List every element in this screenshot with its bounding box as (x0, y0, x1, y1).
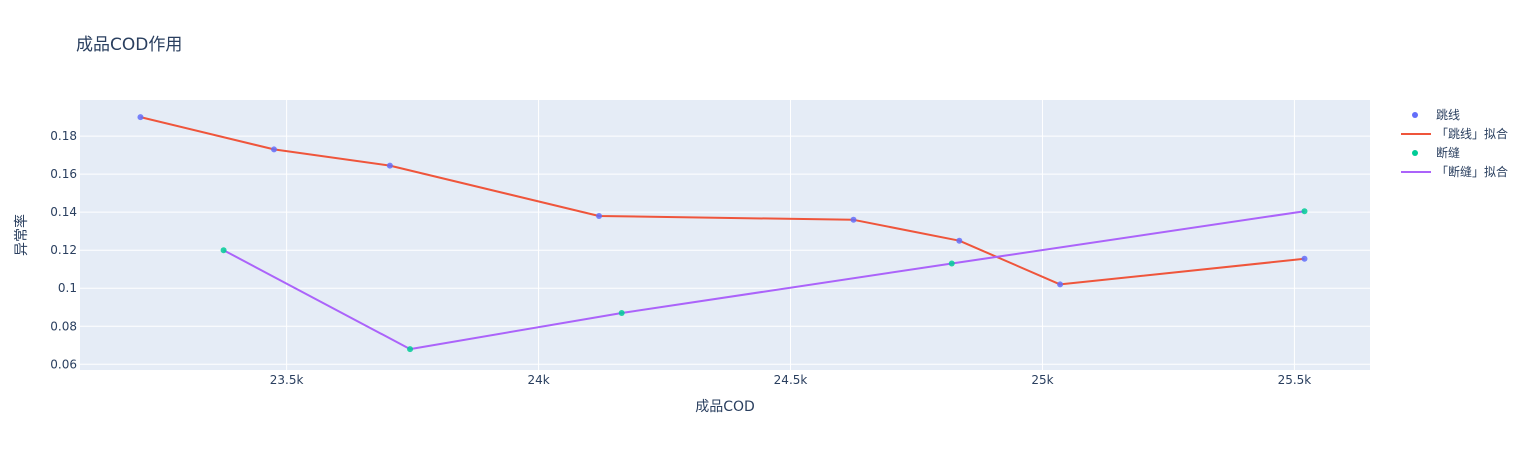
legend-marker-icon (1412, 150, 1418, 156)
data-point-2-1[interactable] (407, 346, 414, 353)
legend-label: 「断缝」拟合 (1436, 164, 1508, 179)
legend-label: 跳线 (1436, 108, 1460, 122)
y-tick-label: 0.12 (50, 243, 77, 257)
y-axis-title: 异常率 (13, 214, 30, 256)
data-point-2-3[interactable] (948, 260, 955, 267)
y-tick-label: 0.1 (58, 281, 77, 295)
legend-label: 「跳线」拟合 (1436, 126, 1508, 141)
y-tick-label: 0.06 (50, 357, 77, 371)
data-point-2-4[interactable] (1301, 208, 1308, 215)
data-point-0-3[interactable] (596, 212, 603, 219)
legend-item[interactable]: 「断缝」拟合 (1401, 164, 1508, 179)
legend-item[interactable]: 「跳线」拟合 (1401, 126, 1508, 141)
y-tick-label: 0.18 (50, 129, 77, 143)
x-tick-label: 24.5k (774, 373, 808, 387)
chart-title: 成品COD作用 (76, 35, 182, 55)
legend-item[interactable]: 跳线 (1412, 108, 1460, 122)
x-tick-label: 23.5k (270, 373, 304, 387)
y-tick-label: 0.14 (50, 205, 77, 219)
plot-background (80, 100, 1370, 370)
data-point-0-1[interactable] (271, 146, 278, 153)
x-axis-title: 成品COD (695, 399, 755, 415)
x-tick-label: 25k (1031, 373, 1053, 387)
data-point-2-2[interactable] (618, 309, 625, 316)
grid-layer (80, 100, 1370, 370)
series-line-1 (140, 116, 1305, 286)
data-point-0-2[interactable] (386, 162, 393, 169)
x-tick-label: 24k (527, 373, 549, 387)
x-tick-label: 25.5k (1278, 373, 1312, 387)
data-point-2-0[interactable] (220, 247, 227, 254)
y-tick-label: 0.08 (50, 319, 77, 333)
data-point-0-0[interactable] (137, 114, 144, 121)
plot-layer (137, 114, 1308, 353)
tick-layer: 23.5k 24k 24.5k 25k 25.5k 0.06 0.08 0.1 0.12 0.14… (50, 129, 1311, 387)
legend-marker-icon (1412, 112, 1418, 118)
data-point-0-5[interactable] (956, 237, 963, 244)
legend-item[interactable]: 断缝 (1412, 145, 1460, 160)
legend-label: 断缝 (1436, 145, 1460, 160)
data-point-0-6[interactable] (1057, 281, 1064, 288)
y-tick-label: 0.16 (50, 167, 77, 181)
data-point-0-7[interactable] (1301, 255, 1308, 262)
data-point-0-4[interactable] (850, 216, 857, 223)
